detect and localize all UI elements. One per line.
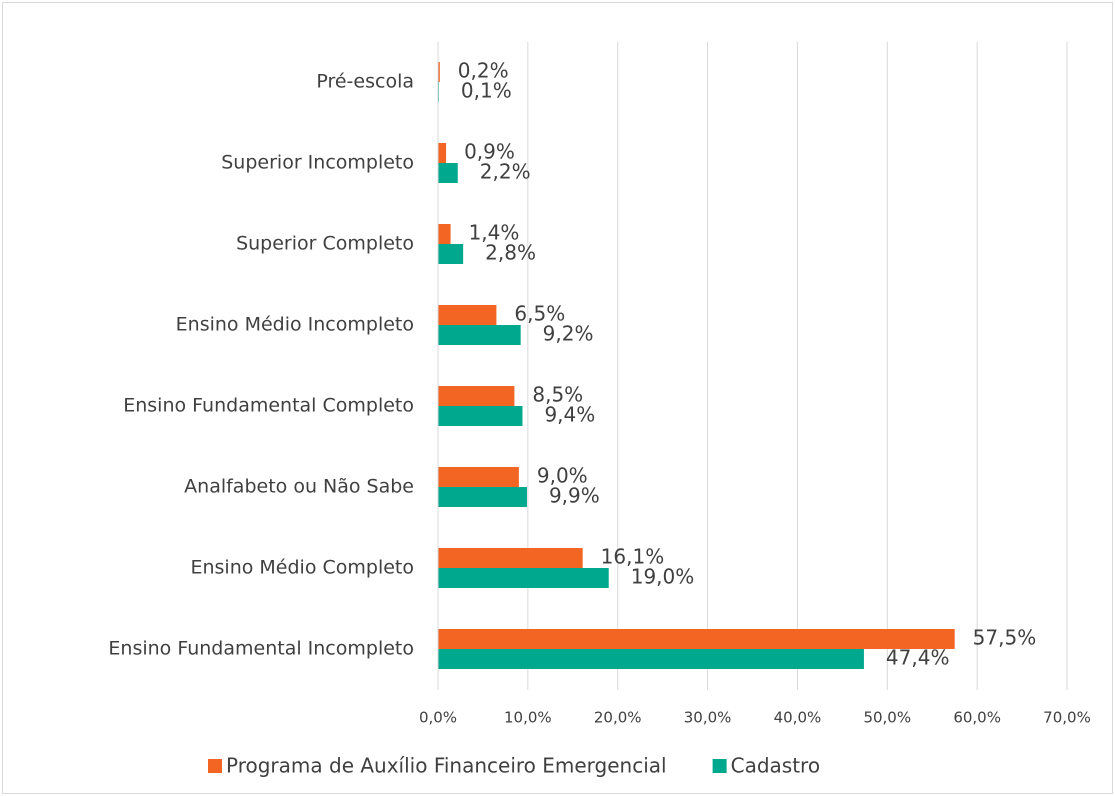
data-label: 47,4% (886, 646, 950, 670)
data-label: 9,9% (549, 484, 600, 508)
bar (438, 325, 521, 345)
bar (438, 224, 451, 244)
x-tick-label: 40,0% (774, 709, 822, 727)
legend-label: Programa de Auxílio Financeiro Emergenci… (226, 754, 667, 778)
data-label: 9,2% (543, 322, 594, 346)
x-tick-label: 30,0% (684, 709, 732, 727)
data-label: 0,9% (464, 140, 515, 164)
bar (438, 487, 527, 507)
x-tick-label: 60,0% (953, 709, 1001, 727)
bar (438, 244, 464, 264)
data-label: 57,5% (973, 626, 1037, 650)
legend-swatch (208, 759, 222, 773)
data-label: 1,4% (469, 221, 520, 245)
bar (438, 629, 955, 649)
bar (438, 406, 523, 426)
bar (438, 62, 440, 82)
bar (438, 163, 458, 183)
bar (438, 649, 864, 669)
data-label: 8,5% (532, 383, 583, 407)
data-label: 2,8% (485, 241, 536, 265)
data-label: 16,1% (601, 545, 665, 569)
data-label: 0,2% (458, 59, 509, 83)
data-label: 0,1% (461, 79, 512, 103)
bar (438, 305, 497, 325)
x-tick-label: 70,0% (1043, 709, 1091, 727)
data-label: 19,0% (631, 565, 695, 589)
bar (438, 143, 447, 163)
data-label: 9,4% (544, 403, 595, 427)
legend-swatch (712, 759, 727, 773)
bar (438, 467, 519, 487)
x-tick-label: 10,0% (504, 709, 552, 727)
x-tick-label: 20,0% (594, 709, 642, 727)
y-tick-label: Pré-escola (316, 71, 414, 93)
y-tick-label: Analfabeto ou Não Sabe (184, 476, 414, 498)
y-tick-label: Superior Completo (236, 233, 414, 255)
y-tick-label: Ensino Médio Incompleto (176, 314, 414, 336)
legend-label: Cadastro (731, 754, 820, 778)
y-tick-label: Ensino Fundamental Incompleto (108, 638, 414, 660)
data-label: 2,2% (480, 160, 531, 184)
bar (438, 568, 609, 588)
data-label: 9,0% (537, 464, 588, 488)
x-tick-label: 0,0% (419, 709, 457, 727)
y-tick-label: Ensino Médio Completo (190, 557, 414, 579)
y-tick-label: Superior Incompleto (221, 152, 414, 174)
x-tick-label: 50,0% (863, 709, 911, 727)
bar (438, 548, 583, 568)
data-label: 6,5% (514, 302, 565, 326)
y-tick-label: Ensino Fundamental Completo (123, 395, 414, 417)
bar (438, 386, 515, 406)
